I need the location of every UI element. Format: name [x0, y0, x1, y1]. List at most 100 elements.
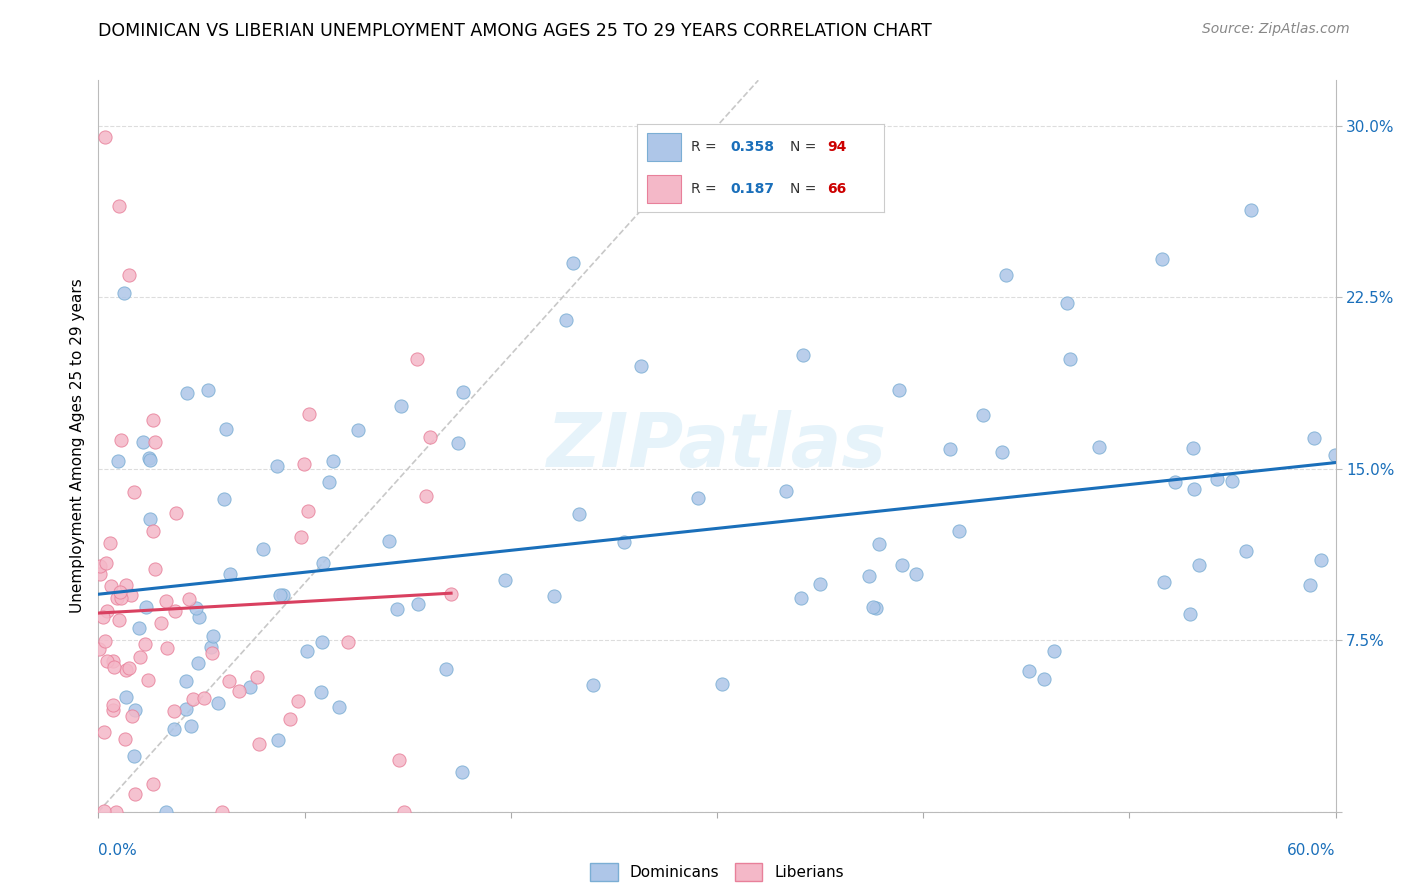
- Dominicans: [790, 591, 813, 606]
- Dominicans: [1310, 553, 1333, 567]
- Liberians: [287, 693, 309, 707]
- Liberians: [419, 430, 441, 444]
- Liberians: [118, 661, 141, 675]
- Dominicans: [991, 445, 1014, 459]
- Liberians: [247, 737, 270, 751]
- Liberians: [89, 558, 111, 573]
- Liberians: [93, 804, 115, 818]
- Liberians: [406, 351, 429, 366]
- Liberians: [89, 566, 111, 581]
- Liberians: [138, 673, 160, 688]
- Liberians: [96, 654, 118, 668]
- Dominicans: [555, 313, 578, 327]
- Dominicans: [904, 567, 927, 582]
- Liberians: [179, 592, 201, 607]
- Dominicans: [218, 566, 240, 581]
- Liberians: [142, 524, 165, 538]
- Dominicans: [188, 610, 211, 624]
- Dominicans: [266, 459, 288, 474]
- Liberians: [87, 641, 110, 656]
- Liberians: [103, 698, 125, 713]
- Dominicans: [775, 483, 797, 498]
- Dominicans: [406, 598, 429, 612]
- Dominicans: [295, 644, 318, 658]
- Liberians: [108, 585, 131, 599]
- Liberians: [387, 753, 409, 767]
- Dominicans: [174, 673, 197, 688]
- Liberians: [107, 613, 129, 627]
- Liberians: [110, 433, 132, 447]
- Legend: Dominicans, Liberians: Dominicans, Liberians: [582, 855, 852, 888]
- Liberians: [142, 413, 165, 427]
- Dominicans: [434, 662, 457, 676]
- Dominicans: [447, 436, 470, 450]
- Dominicans: [1088, 440, 1111, 454]
- Dominicans: [1234, 544, 1257, 558]
- Dominicans: [377, 534, 399, 549]
- Liberians: [110, 591, 132, 605]
- Dominicans: [1043, 644, 1066, 658]
- Dominicans: [1240, 202, 1263, 217]
- Dominicans: [322, 454, 344, 468]
- Dominicans: [1220, 475, 1243, 489]
- Liberians: [415, 489, 437, 503]
- Dominicans: [858, 569, 880, 583]
- Dominicans: [155, 805, 177, 819]
- Dominicans: [792, 348, 814, 362]
- Dominicans: [139, 453, 162, 467]
- Dominicans: [176, 386, 198, 401]
- Dominicans: [1153, 574, 1175, 589]
- Dominicans: [309, 685, 332, 699]
- Dominicans: [312, 557, 335, 571]
- Dominicans: [1181, 441, 1204, 455]
- Dominicans: [994, 268, 1017, 282]
- Liberians: [156, 641, 179, 656]
- Dominicans: [135, 599, 157, 614]
- Dominicans: [207, 696, 229, 710]
- Liberians: [120, 588, 142, 602]
- Liberians: [118, 268, 141, 282]
- Liberians: [94, 633, 117, 648]
- Dominicans: [132, 434, 155, 449]
- Dominicans: [180, 719, 202, 733]
- Dominicans: [197, 383, 219, 397]
- Dominicans: [613, 535, 636, 549]
- Dominicans: [239, 680, 262, 694]
- Dominicans: [187, 656, 209, 670]
- Liberians: [122, 484, 145, 499]
- Dominicans: [1298, 578, 1320, 592]
- Liberians: [100, 536, 122, 550]
- Dominicans: [269, 589, 291, 603]
- Text: 0.0%: 0.0%: [98, 843, 138, 858]
- Dominicans: [710, 677, 733, 691]
- Liberians: [440, 586, 463, 600]
- Dominicans: [328, 699, 350, 714]
- Dominicans: [186, 601, 208, 615]
- Dominicans: [200, 640, 222, 655]
- Text: 60.0%: 60.0%: [1288, 843, 1336, 858]
- Dominicans: [201, 629, 224, 643]
- Liberians: [124, 788, 146, 802]
- Dominicans: [561, 256, 583, 270]
- Dominicans: [1056, 296, 1078, 310]
- Dominicans: [311, 634, 333, 648]
- Liberians: [181, 692, 204, 706]
- Dominicans: [450, 764, 472, 779]
- Text: Source: ZipAtlas.com: Source: ZipAtlas.com: [1202, 22, 1350, 37]
- Liberians: [93, 725, 115, 739]
- Liberians: [114, 577, 136, 591]
- Liberians: [104, 805, 127, 819]
- Dominicans: [347, 423, 370, 437]
- Text: ZIPatlas: ZIPatlas: [547, 409, 887, 483]
- Dominicans: [114, 690, 136, 705]
- Dominicans: [139, 512, 162, 526]
- Dominicans: [318, 475, 340, 489]
- Liberians: [218, 673, 240, 688]
- Dominicans: [494, 573, 516, 587]
- Liberians: [121, 709, 143, 723]
- Liberians: [337, 635, 360, 649]
- Liberians: [103, 654, 125, 668]
- Liberians: [115, 663, 138, 677]
- Dominicans: [138, 450, 160, 465]
- Dominicans: [1182, 483, 1205, 497]
